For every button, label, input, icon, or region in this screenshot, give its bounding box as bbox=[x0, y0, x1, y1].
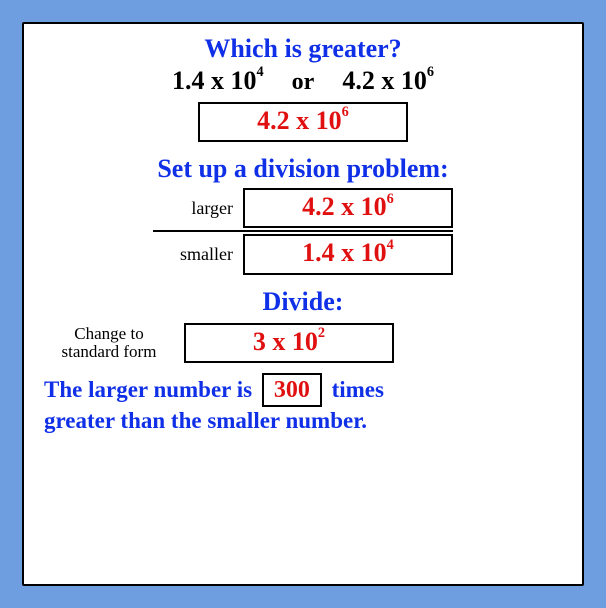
compare-right: 4.2 x 106 bbox=[342, 66, 434, 96]
fraction: larger 4.2 x 106 smaller 1.4 x 104 bbox=[153, 188, 453, 274]
conclusion-post: times bbox=[332, 377, 384, 402]
quotient-box: 3 x 102 bbox=[184, 323, 394, 363]
compare-left-exp: 4 bbox=[257, 64, 264, 80]
division-heading: Set up a division problem: bbox=[157, 154, 448, 184]
greater-answer-box: 4.2 x 106 bbox=[198, 102, 408, 142]
conclusion-pre: The larger number is bbox=[44, 377, 252, 402]
std-note-line1: Change to bbox=[74, 324, 143, 343]
greater-answer-coef: 4.2 x 10 bbox=[257, 106, 342, 135]
conclusion-line2: greater than the smaller number. bbox=[44, 408, 367, 433]
larger-label: larger bbox=[153, 198, 243, 219]
compare-right-coef: 4.2 x 10 bbox=[342, 66, 427, 95]
compare-row: 1.4 x 104 or 4.2 x 106 bbox=[172, 66, 434, 96]
conclusion: The larger number is 300 times greater t… bbox=[44, 373, 562, 436]
fraction-bar bbox=[153, 230, 453, 232]
worksheet-card: Which is greater? 1.4 x 104 or 4.2 x 106… bbox=[22, 22, 584, 586]
std-note-line2: standard form bbox=[62, 342, 157, 361]
compare-right-exp: 6 bbox=[427, 64, 434, 80]
compare-or: or bbox=[292, 69, 315, 96]
quotient-coef: 3 x 10 bbox=[253, 327, 318, 356]
standard-form-note: Change to standard form bbox=[44, 325, 174, 361]
numerator-coef: 4.2 x 10 bbox=[302, 192, 387, 221]
numerator-exp: 6 bbox=[387, 191, 394, 207]
compare-left: 1.4 x 104 bbox=[172, 66, 264, 96]
divide-heading: Divide: bbox=[263, 287, 344, 317]
quotient-row: Change to standard form 3 x 102 bbox=[44, 323, 562, 363]
denominator-box: 1.4 x 104 bbox=[243, 234, 453, 274]
smaller-label: smaller bbox=[153, 244, 243, 265]
numerator-box: 4.2 x 106 bbox=[243, 188, 453, 228]
denominator-exp: 4 bbox=[387, 237, 394, 253]
denominator-coef: 1.4 x 10 bbox=[302, 238, 387, 267]
which-greater-heading: Which is greater? bbox=[204, 34, 401, 64]
quotient-exp: 2 bbox=[318, 325, 325, 341]
compare-left-coef: 1.4 x 10 bbox=[172, 66, 257, 95]
greater-answer-exp: 6 bbox=[342, 104, 349, 120]
conclusion-value-box: 300 bbox=[262, 373, 322, 407]
